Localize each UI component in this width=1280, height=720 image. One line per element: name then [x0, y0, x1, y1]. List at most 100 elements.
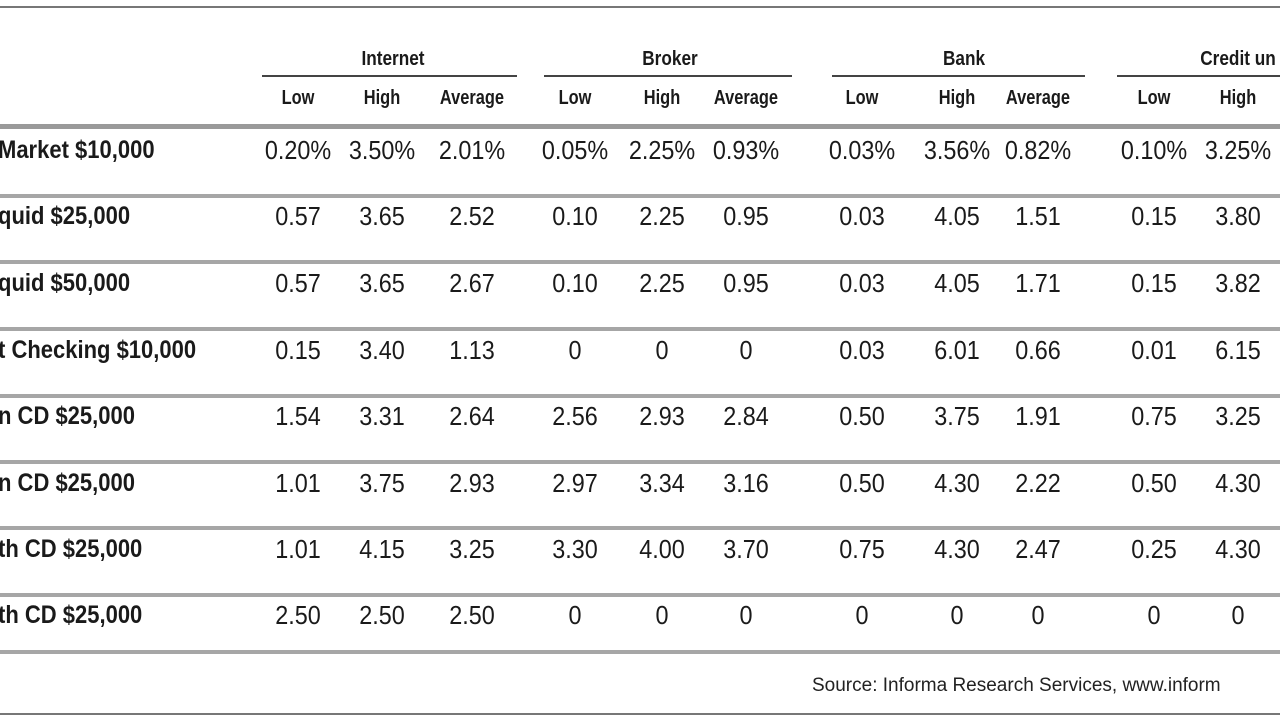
sub-header: High — [363, 87, 401, 109]
row-divider — [0, 260, 1280, 264]
table-cell: 3.65 — [359, 268, 405, 298]
row-divider — [0, 593, 1280, 597]
table-cell: 0.15 — [1131, 268, 1177, 298]
group-underline — [832, 75, 1085, 77]
table-cell: 2.50 — [449, 600, 495, 630]
sub-header: Average — [439, 87, 505, 109]
table-cell: 2.50 — [275, 600, 321, 630]
table-cell: 2.93 — [639, 401, 685, 431]
row-divider — [0, 327, 1280, 331]
table-cell: 2.25 — [639, 201, 685, 231]
table-cell: 2.67 — [449, 268, 495, 298]
table-cell: 2.50 — [359, 600, 405, 630]
table-cell: 4.05 — [934, 268, 980, 298]
table-cell: 0.50 — [839, 401, 885, 431]
table-cell: 1.01 — [275, 468, 321, 498]
table-cell: 1.01 — [275, 534, 321, 564]
table-cell: 1.71 — [1015, 268, 1061, 298]
table-cell: 3.25 — [1215, 401, 1261, 431]
table-cell: 3.80 — [1215, 201, 1261, 231]
table-cell: 1.13 — [449, 335, 495, 365]
row-label: th CD $25,000 — [0, 535, 143, 563]
table-cell: 3.34 — [639, 468, 685, 498]
table-cell: 4.30 — [934, 468, 980, 498]
sub-header: Average — [1005, 87, 1071, 109]
table-cell: 0.05% — [541, 135, 609, 165]
row-divider — [0, 194, 1280, 198]
table-cell: 0.25 — [1131, 534, 1177, 564]
table-cell: 0.75 — [839, 534, 885, 564]
row-label: quid $25,000 — [0, 202, 131, 230]
table-cell: 0 — [950, 600, 964, 630]
sub-header: Low — [845, 87, 879, 109]
sub-header: High — [938, 87, 976, 109]
table-cell: 0.03 — [839, 268, 885, 298]
table-cell: 0.15 — [275, 335, 321, 365]
table-cell: 0.10% — [1120, 135, 1188, 165]
table-cell: 2.64 — [449, 401, 495, 431]
row-divider — [0, 526, 1280, 530]
table-cell: 0.03 — [839, 335, 885, 365]
row-label: n CD $25,000 — [0, 469, 135, 497]
table-cell: 2.56 — [552, 401, 598, 431]
row-label: th CD $25,000 — [0, 601, 143, 629]
sub-header: High — [643, 87, 681, 109]
table-cell: 4.15 — [359, 534, 405, 564]
table-cell: 0.75 — [1131, 401, 1177, 431]
sub-header: Low — [1137, 87, 1171, 109]
row-label: quid $50,000 — [0, 269, 131, 297]
table-cell: 3.31 — [359, 401, 405, 431]
table-cell: 4.00 — [639, 534, 685, 564]
group-underline — [262, 75, 517, 77]
table-cell: 4.30 — [934, 534, 980, 564]
sub-header: Low — [281, 87, 315, 109]
table-cell: 1.91 — [1015, 401, 1061, 431]
table-cell: 0.82% — [1004, 135, 1072, 165]
sub-header: High — [1219, 87, 1257, 109]
table-cell: 3.56% — [923, 135, 991, 165]
table-cell: 0.15 — [1131, 201, 1177, 231]
table-cell: 0.95 — [723, 201, 769, 231]
table-cell: 4.30 — [1215, 468, 1261, 498]
row-divider — [0, 394, 1280, 398]
table-cell: 0 — [1031, 600, 1045, 630]
table-cell: 3.75 — [934, 401, 980, 431]
bottom-border — [0, 713, 1280, 715]
table-cell: 0.95 — [723, 268, 769, 298]
table-cell: 0.01 — [1131, 335, 1177, 365]
row-label: n CD $25,000 — [0, 402, 135, 430]
table-cell: 3.65 — [359, 201, 405, 231]
table-cell: 3.25% — [1204, 135, 1272, 165]
row-label: t Checking $10,000 — [0, 336, 197, 364]
table-cell: 2.25 — [639, 268, 685, 298]
table-cell: 0.57 — [275, 201, 321, 231]
source-note: Source: Informa Research Services, www.i… — [812, 675, 1221, 696]
table-cell: 2.97 — [552, 468, 598, 498]
table-cell: 0 — [655, 335, 669, 365]
table-cell: 3.82 — [1215, 268, 1261, 298]
table-cell: 4.05 — [934, 201, 980, 231]
table-cell: 2.22 — [1015, 468, 1061, 498]
table-cell: 3.16 — [723, 468, 769, 498]
header-separator — [0, 124, 1280, 129]
table-cell: 0 — [739, 335, 753, 365]
group-underline — [544, 75, 792, 77]
table-cell: 0 — [568, 600, 582, 630]
table-cell: 0.57 — [275, 268, 321, 298]
table-cell: 0 — [1147, 600, 1161, 630]
table-cell: 0 — [568, 335, 582, 365]
table-cell: 0.50 — [1131, 468, 1177, 498]
table-cell: 0.03% — [828, 135, 896, 165]
table-cell: 0.20% — [264, 135, 332, 165]
row-divider — [0, 460, 1280, 464]
table-cell: 0.10 — [552, 201, 598, 231]
table-cell: 1.51 — [1015, 201, 1061, 231]
group-underline — [1117, 75, 1280, 77]
table-cell: 4.30 — [1215, 534, 1261, 564]
table-cell: 3.50% — [348, 135, 416, 165]
group-header-2: Bank — [942, 48, 986, 70]
table-cell: 6.01 — [934, 335, 980, 365]
table-cell: 0 — [655, 600, 669, 630]
table-cell: 2.93 — [449, 468, 495, 498]
table-cell: 3.25 — [449, 534, 495, 564]
